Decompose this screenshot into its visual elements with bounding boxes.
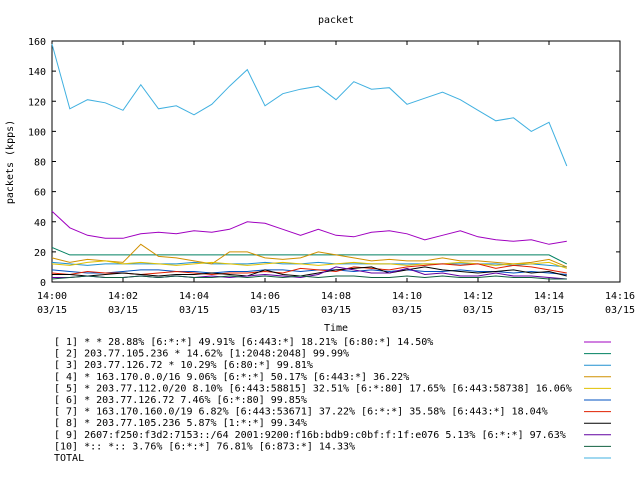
y-tick-label: 100 — [28, 127, 46, 138]
legend-label-6: [ 6] * 203.77.126.72 7.46% [6:*:80] 99.8… — [54, 395, 307, 406]
y-axis: 0 20 40 60 80 100 120 140 160 — [28, 37, 620, 289]
y-tick-label: 60 — [34, 188, 46, 199]
y-tick-label: 120 — [28, 97, 46, 108]
y-tick-label: 160 — [28, 37, 46, 48]
series-line-8 — [52, 266, 567, 277]
x-tick-date: 03/15 — [534, 305, 564, 316]
series-line-11 — [51, 43, 568, 167]
x-tick-time: 14:04 — [179, 291, 209, 302]
x-tick-date: 03/15 — [321, 305, 351, 316]
x-tick-date: 03/15 — [108, 305, 138, 316]
series-line-10 — [51, 275, 567, 280]
legend-label-2: [ 2] 203.77.105.236 * 14.62% [1:2048:204… — [54, 349, 349, 360]
legend: [ 1] * * 28.88% [6:*:*] 49.91% [6:443:*]… — [54, 337, 611, 464]
x-tick-date: 03/15 — [605, 305, 635, 316]
y-tick-label: 20 — [34, 248, 46, 259]
series-line-6 — [51, 269, 567, 275]
legend-label-3: [ 3] 203.77.126.72 * 10.29% [6:80:*] 99.… — [54, 360, 313, 371]
y-axis-label: packets (kpps) — [5, 120, 16, 204]
y-tick-label: 40 — [34, 218, 46, 229]
series-line-7 — [51, 263, 567, 276]
x-tick-time: 14:14 — [534, 291, 564, 302]
legend-label-8: [ 8] * 203.77.105.236 5.87% [1:*:*] 99.3… — [54, 418, 307, 429]
x-tick-time: 14:12 — [463, 291, 493, 302]
legend-label-4: [ 4] * 163.170.0.0/16 9.06% [6:*:*] 50.1… — [54, 372, 409, 383]
plot-lines — [51, 43, 568, 280]
x-tick-time: 14:16 — [605, 291, 635, 302]
legend-label-9: [ 9] 2607:f250:f3d2:7153::/64 2001:9200:… — [54, 430, 566, 441]
x-tick-time: 14:02 — [108, 291, 138, 302]
y-tick-label: 140 — [28, 67, 46, 78]
y-tick-label: 80 — [34, 158, 46, 169]
x-tick-date: 03/15 — [392, 305, 422, 316]
legend-label-5: [ 5] * 203.77.112.0/20 8.10% [6:443:5881… — [54, 383, 572, 394]
y-tick-label: 0 — [40, 278, 46, 289]
series-line-4 — [51, 243, 567, 268]
x-tick-date: 03/15 — [250, 305, 280, 316]
series-line-1 — [51, 210, 567, 245]
x-tick-time: 14:06 — [250, 291, 280, 302]
x-axis: 14:00 03/15 14:02 03/15 14:04 03/15 14:06 03/15… — [37, 41, 635, 316]
x-tick-time: 14:08 — [321, 291, 351, 302]
x-tick-time: 14:10 — [392, 291, 422, 302]
legend-label-1: [ 1] * * 28.88% [6:*:*] 49.91% [6:443:*]… — [54, 337, 433, 348]
x-tick-date: 03/15 — [179, 305, 209, 316]
x-tick-date: 03/15 — [37, 305, 67, 316]
x-tick-time: 14:00 — [37, 291, 67, 302]
legend-label-7: [ 7] * 163.170.160.0/19 6.82% [6:443:536… — [54, 407, 548, 418]
chart-title: packet — [318, 15, 354, 26]
x-tick-date: 03/15 — [463, 305, 493, 316]
x-axis-label: Time — [324, 323, 348, 334]
legend-label-10: [10] *:: *:: 3.76% [6:*:*] 76.81% [6:873… — [54, 441, 355, 452]
legend-label-11: TOTAL — [54, 453, 84, 464]
plot-frame — [51, 40, 621, 283]
